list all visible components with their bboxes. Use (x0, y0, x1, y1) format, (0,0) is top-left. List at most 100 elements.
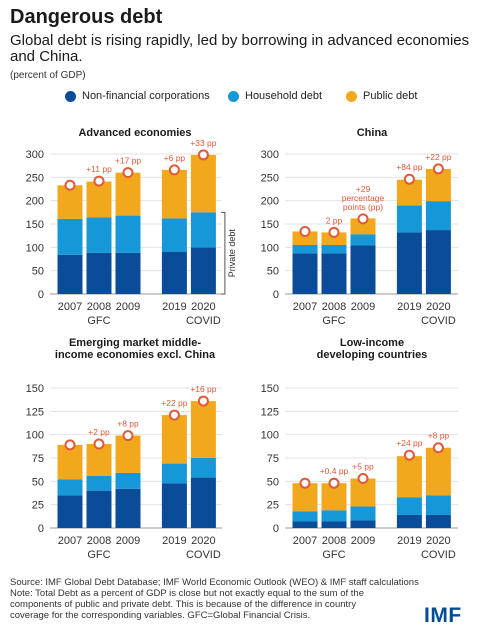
legend: Non-financial corporations Household deb… (0, 90, 479, 106)
note-line: components of public and private debt. T… (10, 599, 357, 610)
chart-title: Low-income (340, 337, 404, 349)
chart-title: developing countries (317, 349, 428, 361)
source-note: Source: IMF Global Debt Database; IMF Wo… (10, 577, 419, 588)
x-tick-label: 2019 (162, 535, 186, 547)
bar-segment (396, 232, 422, 294)
private-debt-bracket (220, 211, 226, 295)
total-marker (93, 438, 105, 450)
bar-segment (57, 444, 83, 480)
y-tick-label: 0 (38, 289, 44, 301)
x-tick-label: 2019 (397, 535, 421, 547)
chart-panel: Advanced economies 0 50 100 150 200 250 300 2007… (26, 127, 237, 327)
change-annotation: +8 pp (428, 431, 450, 441)
chart-title: income economies excl. China (55, 349, 216, 361)
unit-label: (percent of GDP) (10, 70, 86, 81)
total-marker (299, 225, 311, 237)
total-marker (168, 409, 180, 421)
y-tick-label: 250 (26, 172, 44, 184)
change-annotation: +16 pp (190, 384, 217, 394)
change-annotation: percentage (342, 193, 385, 203)
x-tick-label: 2008 (322, 535, 346, 547)
change-annotation: +84 pp (396, 162, 423, 172)
total-marker (328, 226, 340, 238)
x-tick-label: 2020 (426, 301, 450, 313)
y-tick-label: 200 (261, 196, 279, 208)
bar-segment (396, 497, 422, 515)
bracket-label: Private debt (227, 229, 237, 278)
bar-segment (57, 218, 83, 255)
bar-segment (190, 477, 216, 528)
bar-segment (161, 415, 187, 464)
total-marker (197, 149, 209, 161)
total-marker (168, 164, 180, 176)
bar-segment (86, 181, 112, 218)
change-annotation: +6 pp (164, 153, 186, 163)
bar-segment (190, 154, 216, 213)
bar-segment (396, 514, 422, 528)
imf-logo: IMF (424, 604, 462, 627)
group-label: GFC (87, 315, 110, 327)
bar-segment (57, 479, 83, 496)
bar-segment (321, 510, 347, 522)
bar-segment (321, 253, 347, 294)
y-tick-label: 125 (26, 406, 44, 418)
x-tick-label: 2020 (426, 535, 450, 547)
bar-segment (350, 234, 376, 246)
change-annotation: +17 pp (115, 156, 142, 166)
bar-segment (425, 447, 451, 496)
y-tick-label: 100 (26, 430, 44, 442)
bar-segment (292, 521, 318, 528)
bar-segment (161, 252, 187, 294)
y-tick-label: 0 (273, 289, 279, 301)
total-marker (122, 167, 134, 179)
group-label: COVID (186, 315, 221, 327)
bar-segment (115, 252, 141, 294)
y-tick-label: 75 (267, 453, 279, 465)
bar-segment (115, 435, 141, 473)
total-marker (403, 449, 415, 461)
page-subtitle: Global debt is rising rapidly, led by bo… (10, 32, 470, 65)
legend-swatch (346, 90, 357, 102)
bar-segment (425, 201, 451, 231)
chart-title: Emerging market middle- (69, 337, 201, 349)
page-title: Dangerous debt (10, 6, 163, 28)
y-tick-label: 125 (261, 406, 279, 418)
bar-segment (190, 247, 216, 294)
y-tick-label: 0 (38, 523, 44, 535)
x-tick-label: 2007 (58, 535, 82, 547)
y-tick-label: 200 (26, 196, 44, 208)
bar-segment (292, 245, 318, 254)
bar-segment (321, 232, 347, 245)
bar-segment (190, 212, 216, 248)
bar-segment (396, 205, 422, 233)
bar-segment (161, 483, 187, 528)
y-tick-label: 150 (26, 219, 44, 231)
x-tick-label: 2020 (191, 301, 215, 313)
y-tick-label: 0 (273, 523, 279, 535)
bar-segment (396, 456, 422, 498)
bar-segment (292, 253, 318, 294)
change-annotation: +22 pp (425, 152, 452, 162)
y-tick-label: 150 (261, 219, 279, 231)
bar-segment (57, 495, 83, 528)
total-marker (403, 173, 415, 185)
bar-segment (425, 495, 451, 515)
total-marker (299, 477, 311, 489)
bar-segment (321, 521, 347, 528)
group-label: GFC (322, 315, 345, 327)
y-tick-label: 25 (267, 500, 279, 512)
legend-swatch (65, 90, 76, 102)
y-tick-label: 50 (267, 266, 279, 278)
y-tick-label: 300 (261, 149, 279, 161)
legend-item-household: Household debt (228, 90, 322, 102)
group-label: GFC (87, 549, 110, 561)
bar-segment (115, 488, 141, 528)
total-marker (432, 442, 444, 454)
bar-segment (190, 401, 216, 458)
group-label: COVID (421, 549, 456, 561)
y-tick-label: 100 (261, 430, 279, 442)
bar-segment (115, 215, 141, 253)
bar-segment (161, 169, 187, 219)
group-label: GFC (322, 549, 345, 561)
bar-segment (161, 463, 187, 484)
